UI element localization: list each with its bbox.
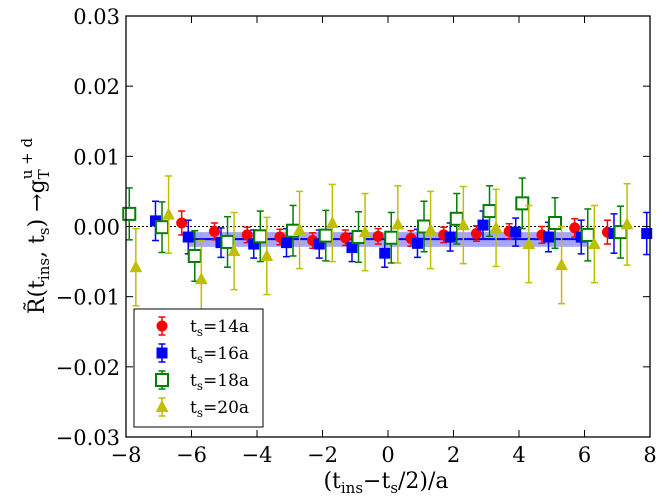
- legend-marker: [155, 373, 169, 387]
- data-point: [358, 225, 372, 238]
- data-point: [515, 196, 530, 211]
- data-point: [620, 217, 634, 230]
- series-3: [122, 177, 628, 282]
- data-point: [227, 243, 241, 257]
- x-tick-label: −6: [176, 443, 207, 467]
- data-point: [318, 228, 333, 243]
- data-point: [580, 227, 595, 242]
- data-point: [456, 218, 470, 231]
- data-point: [522, 236, 536, 250]
- x-tick-label: 0: [381, 443, 394, 467]
- data-point: [470, 228, 482, 240]
- data-point: [176, 217, 188, 229]
- data-point: [372, 230, 384, 242]
- data-point: [542, 231, 554, 243]
- ticks-group: −8 −6 −4 −2 0 2 4 6 8 −0.03 −0.02 −0.01 0.00 0.01 0.02…: [56, 5, 657, 467]
- data-point: [587, 236, 601, 250]
- data-point: [260, 248, 274, 261]
- data-point: [641, 228, 653, 240]
- data-point: [424, 222, 437, 236]
- y-axis-label: R̃(tins, ts) →gTu + d: [18, 138, 53, 315]
- data-point: [569, 222, 581, 234]
- legend-label: ts=20a: [190, 398, 249, 420]
- legend-label: ts=18a: [190, 371, 249, 393]
- data-series-group: [122, 175, 653, 319]
- data-point: [489, 220, 503, 233]
- y-tick-label: −0.01: [56, 286, 120, 310]
- x-tick-label: −4: [242, 443, 273, 467]
- data-point: [477, 219, 489, 231]
- legend-box: [133, 308, 264, 428]
- series-4: [129, 175, 634, 319]
- data-point: [129, 260, 143, 273]
- legend-label: ts=14a: [190, 317, 249, 339]
- data-point: [208, 225, 220, 237]
- y-tick-label: 0.03: [73, 5, 120, 29]
- legend-marker: [156, 320, 168, 332]
- data-point: [194, 272, 208, 285]
- data-point: [339, 232, 351, 244]
- x-tick-label: 6: [578, 443, 591, 467]
- data-point: [220, 234, 235, 249]
- data-point: [482, 204, 497, 219]
- data-point: [187, 248, 202, 263]
- data-point: [384, 230, 399, 245]
- y-tick-label: −0.03: [56, 426, 120, 450]
- legend-label: ts=16a: [190, 344, 249, 366]
- data-point: [325, 215, 339, 228]
- data-point: [182, 231, 194, 243]
- x-axis-label: (tins−ts/2)/a: [323, 469, 448, 497]
- data-point: [444, 231, 456, 243]
- data-point: [510, 226, 522, 238]
- data-point: [391, 217, 405, 230]
- y-tick-label: 0.02: [73, 75, 120, 99]
- data-point: [411, 237, 423, 249]
- data-point: [253, 229, 268, 244]
- x-tick-label: 4: [512, 443, 525, 467]
- x-tick-label: −2: [307, 443, 338, 467]
- legend: ts=14a ts=16a ts=18a ts=20a: [133, 308, 264, 428]
- x-tick-label: −8: [111, 443, 142, 467]
- data-point: [555, 258, 568, 271]
- y-tick-label: −0.02: [56, 356, 120, 380]
- x-tick-label: 2: [447, 443, 460, 467]
- data-point: [241, 229, 253, 241]
- data-point: [293, 222, 306, 236]
- data-point: [379, 247, 391, 259]
- data-point: [155, 220, 170, 235]
- data-point: [122, 206, 137, 221]
- y-tick-label: 0.01: [73, 145, 120, 169]
- x-tick-label: 8: [643, 443, 656, 467]
- data-point: [162, 207, 175, 220]
- legend-marker: [155, 399, 169, 412]
- legend-marker: [156, 347, 168, 359]
- data-point: [280, 237, 292, 249]
- data-point: [548, 215, 563, 230]
- y-tick-label: 0.00: [73, 216, 120, 240]
- data-point: [346, 242, 358, 254]
